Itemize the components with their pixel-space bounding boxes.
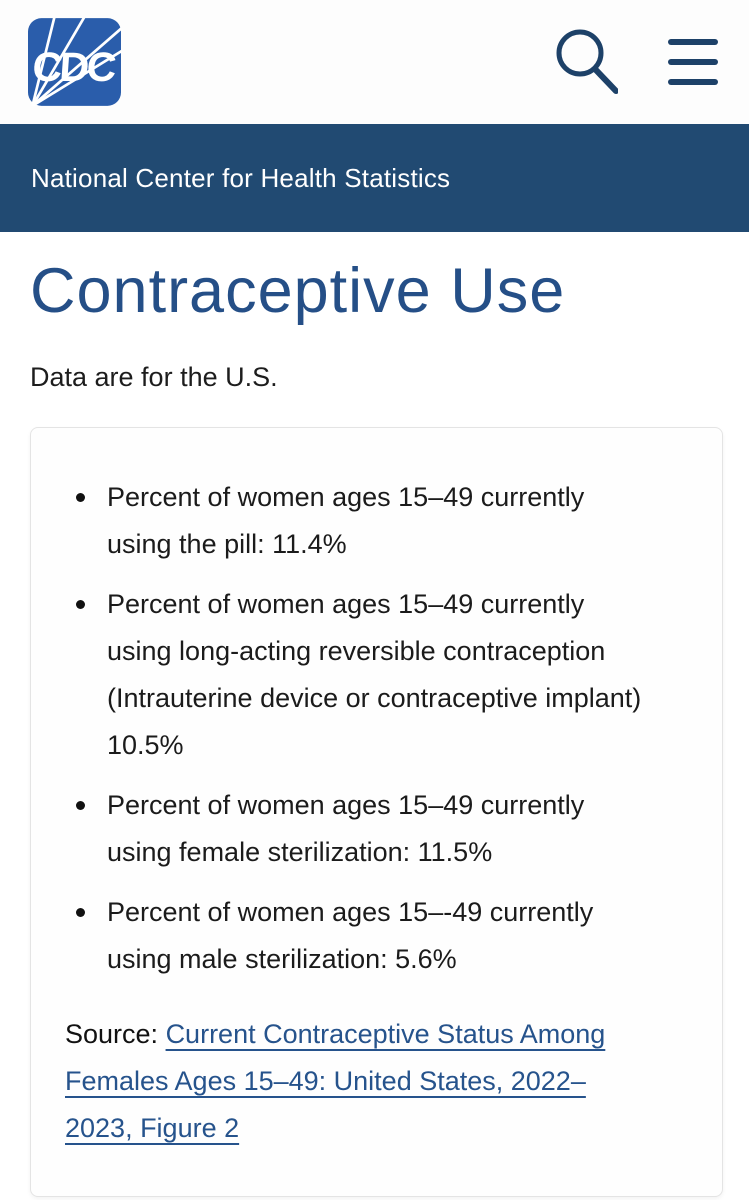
facts-card: Percent of women ages 15–49 currently us… xyxy=(30,427,723,1198)
svg-text:CDC: CDC xyxy=(31,44,117,90)
page-subtitle: Data are for the U.S. xyxy=(30,362,278,393)
search-icon xyxy=(556,29,618,94)
cdc-logo-icon: CDC xyxy=(28,18,121,106)
page-title: Contraceptive Use xyxy=(30,256,566,326)
main-content: Contraceptive Use Data are for the U.S. … xyxy=(0,256,749,1198)
fact-item-larc: Percent of women ages 15–49 currently us… xyxy=(76,581,652,769)
fact-item-male-sterilization: Percent of women ages 15–-49 currently u… xyxy=(76,889,652,983)
source-link[interactable]: Current Contraceptive Status Among Femal… xyxy=(65,1019,606,1144)
site-header: CDC xyxy=(0,0,749,124)
header-actions xyxy=(540,27,718,97)
facts-list: Percent of women ages 15–49 currently us… xyxy=(76,474,692,983)
site-banner[interactable]: National Center for Health Statistics xyxy=(0,124,749,232)
source-line: Source: Current Contraceptive Status Amo… xyxy=(65,1011,627,1152)
site-banner-title: National Center for Health Statistics xyxy=(31,162,451,193)
source-label: Source: xyxy=(65,1019,166,1050)
search-button[interactable] xyxy=(540,27,618,97)
hamburger-menu-icon xyxy=(668,39,718,45)
hamburger-menu-button[interactable] xyxy=(668,37,718,87)
cdc-logo[interactable]: CDC xyxy=(28,18,121,106)
fact-item-pill: Percent of women ages 15–49 currently us… xyxy=(76,474,652,568)
fact-item-female-sterilization: Percent of women ages 15–49 currently us… xyxy=(76,782,652,876)
